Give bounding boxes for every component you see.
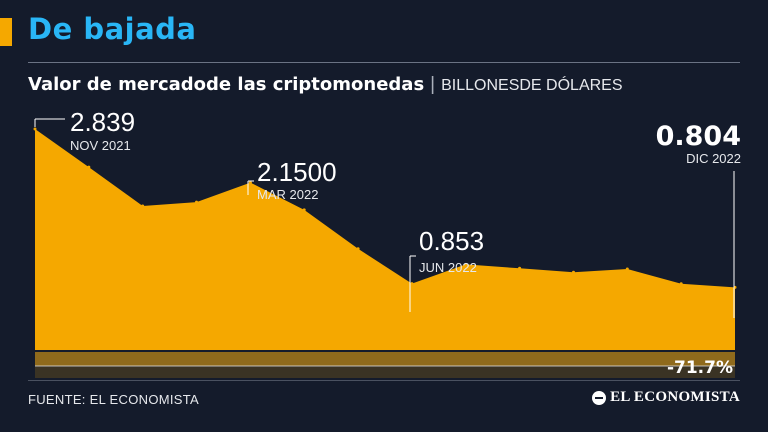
change-percent-label: -71.7% (667, 358, 733, 378)
change-band (35, 352, 735, 366)
data-point (518, 266, 522, 270)
annotation-date: NOV 2021 (70, 138, 131, 153)
top-divider (28, 62, 740, 63)
annotation-value: 0.804 (656, 121, 741, 152)
data-point (464, 262, 468, 266)
data-point (248, 181, 252, 185)
annotation-value: 2.839 (70, 107, 135, 137)
data-point (141, 204, 145, 208)
area-fill (35, 129, 735, 350)
annotation-value: 0.853 (419, 226, 484, 256)
title-accent-bar (0, 18, 12, 46)
subtitle-separator: | (430, 74, 436, 95)
data-point (33, 127, 37, 131)
logo-text: EL ECONOMISTA (610, 389, 740, 405)
logo-mark-icon (592, 390, 607, 405)
source-note: FUENTE: EL ECONOMISTA (28, 392, 199, 407)
data-point (87, 165, 91, 169)
bottom-divider (28, 380, 740, 381)
headline: De bajada (28, 12, 197, 46)
data-point (572, 270, 575, 274)
publisher-logo: EL ECONOMISTA (592, 389, 740, 406)
annotation-date: MAR 2022 (257, 187, 318, 202)
data-point (410, 282, 414, 286)
data-point (302, 208, 306, 212)
annotation-value: 2.1500 (257, 157, 337, 187)
change-band-shadow (35, 366, 735, 378)
data-point (625, 267, 629, 271)
subtitle-unit: BILLONESDE DÓLARES (441, 77, 623, 94)
chart-subtitle: Valor de mercadode las criptomonedas | BIL… (28, 74, 623, 96)
data-point (356, 247, 360, 251)
data-point (679, 282, 683, 286)
annotation-date: DIC 2022 (686, 151, 741, 166)
annotation-date: JUN 2022 (419, 260, 477, 275)
subtitle-main: Valor de mercadode las criptomonedas (28, 74, 425, 95)
data-point (195, 200, 198, 204)
